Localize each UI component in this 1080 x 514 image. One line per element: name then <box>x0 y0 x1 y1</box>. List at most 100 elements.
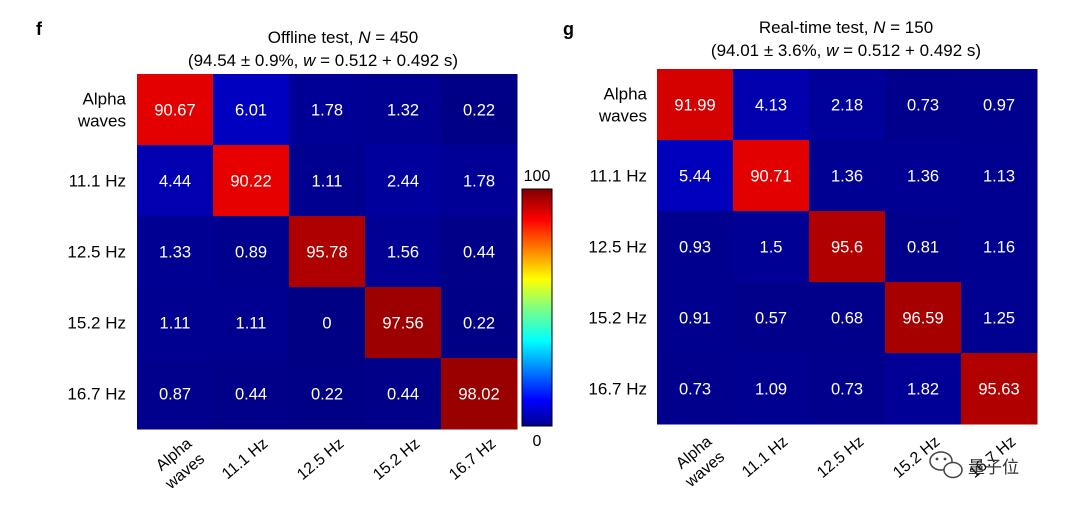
heatmap-cell <box>657 140 734 212</box>
heatmap-cell <box>365 216 442 288</box>
colorbar-gradient <box>521 188 553 427</box>
row-labels: Alpha waves 11.1 Hz 12.5 Hz 15.2 Hz 16.7 Hz <box>67 90 126 404</box>
heatmap-cell <box>213 216 290 288</box>
watermark: 量子位 <box>929 451 1019 479</box>
heatmap-cell <box>961 211 1038 283</box>
cell-value-label: 90.67 <box>154 102 195 120</box>
cell-value-label: 95.6 <box>831 239 863 257</box>
cell-value-label: 0.22 <box>311 386 343 404</box>
chart-title: Real-time test, N = 150 <box>759 18 933 37</box>
heatmap-cell <box>657 353 734 425</box>
cell-value-label: 90.22 <box>230 173 271 191</box>
cell-value-label: 1.11 <box>312 173 343 191</box>
column-label: 15.2 Hz <box>890 433 943 481</box>
cell-value-label: 4.13 <box>755 97 787 115</box>
cell-value-label: 95.78 <box>306 244 347 262</box>
panel-f: f Offline test, N = 450 (94.54 ± 0.9%, w… <box>36 19 518 493</box>
column-label: 11.1 Hz <box>739 433 791 481</box>
row-label: 15.2 Hz <box>67 314 126 333</box>
heatmap-cell <box>733 353 810 425</box>
heatmap-cell <box>441 216 518 288</box>
cell-value-label: 2.18 <box>831 97 863 115</box>
row-label: 11.1 Hz <box>69 172 126 191</box>
row-label: Alpha waves <box>598 85 648 126</box>
cell-value-label: 0.73 <box>907 97 939 115</box>
cell-value-label: 0.68 <box>831 310 863 328</box>
heatmap-cell <box>137 74 214 146</box>
heatmap-cell <box>657 282 734 354</box>
heatmap-cell <box>365 145 442 217</box>
cell-value-label: 0.89 <box>235 244 267 262</box>
heatmap-cell <box>733 211 810 283</box>
cell-value-label: 98.02 <box>458 386 499 404</box>
heatmap-cell <box>365 358 442 430</box>
cell-value-label: 0.93 <box>679 239 711 257</box>
cell-value-label: 1.56 <box>387 244 419 262</box>
heatmap-cell <box>885 282 962 354</box>
column-label: 16.7 Hz <box>446 435 499 483</box>
row-label: Alpha waves <box>77 90 127 131</box>
cell-value-label: 1.09 <box>755 381 787 399</box>
cell-value-label: 2.44 <box>387 173 419 191</box>
heatmap-cell <box>365 287 442 359</box>
cell-value-label: 1.78 <box>463 173 495 191</box>
cell-value-label: 1.25 <box>983 310 1015 328</box>
cell-value-label: 1.82 <box>907 381 939 399</box>
heatmap-cell <box>365 74 442 146</box>
row-label: 15.2 Hz <box>588 309 647 328</box>
heatmap-cell <box>885 140 962 212</box>
heatmap-cell <box>213 74 290 146</box>
heatmap-cell <box>289 287 366 359</box>
column-label: 12.5 Hz <box>294 435 347 483</box>
heatmap-cell <box>809 140 886 212</box>
panel-letter: g <box>563 19 574 39</box>
heatmap-cell <box>961 140 1038 212</box>
cell-value-label: 1.32 <box>387 102 419 120</box>
row-label: 16.7 Hz <box>67 385 126 404</box>
heatmap-cell <box>657 69 734 141</box>
cell-value-label: 1.11 <box>160 315 191 333</box>
heatmap-cell <box>213 358 290 430</box>
colorbar-min-label: 0 <box>533 433 542 450</box>
heatmap-cell <box>657 211 734 283</box>
cell-value-label: 0.22 <box>463 102 495 120</box>
cell-value-label: 1.11 <box>236 315 267 333</box>
cell-value-label: 0.73 <box>831 381 863 399</box>
cell-value-label: 0.91 <box>679 310 711 328</box>
heatmap-cell <box>289 216 366 288</box>
column-labels: Alphawaves 11.1 Hz 12.5 Hz 15.2 Hz 16.7 Hz <box>673 433 1019 491</box>
cell-value-label: 1.5 <box>760 239 783 257</box>
heatmap-cell <box>441 358 518 430</box>
panel-letter: f <box>36 19 43 39</box>
heatmap-cell <box>961 69 1038 141</box>
row-label: 16.7 Hz <box>588 380 647 399</box>
chart-subtitle: (94.54 ± 0.9%, w = 0.512 + 0.492 s) <box>188 51 458 70</box>
cell-value-label: 1.36 <box>831 168 863 186</box>
heatmap-cell <box>213 287 290 359</box>
cell-value-label: 0.44 <box>387 386 419 404</box>
heatmap-cell <box>213 145 290 217</box>
heatmap-cell <box>885 211 962 283</box>
heatmap-cell <box>809 211 886 283</box>
row-labels: Alpha waves 11.1 Hz 12.5 Hz 15.2 Hz 16.7 Hz <box>588 85 647 399</box>
column-label: Alphawaves <box>149 435 208 493</box>
heatmap-cell <box>961 282 1038 354</box>
cell-value-label: 0.97 <box>983 97 1015 115</box>
heatmap-cell <box>441 74 518 146</box>
cell-value-label: 0.73 <box>679 381 711 399</box>
cell-value-label: 0.44 <box>235 386 267 404</box>
heatmap-cell <box>137 287 214 359</box>
heatmap-cell <box>441 287 518 359</box>
row-label: 12.5 Hz <box>67 243 126 262</box>
heatmap-cell <box>885 353 962 425</box>
row-label: 11.1 Hz <box>590 167 647 186</box>
cell-value-label: 1.13 <box>983 168 1015 186</box>
heatmap-cell <box>809 282 886 354</box>
watermark-text: 量子位 <box>968 458 1019 478</box>
column-labels: Alphawaves 11.1 Hz 12.5 Hz 15.2 Hz 16.7 Hz <box>149 435 499 493</box>
heatmap-cells: 90.67 6.01 1.78 1.32 0.22 4.44 90.22 1.11 2.44 1.… <box>137 74 518 430</box>
heatmap-cell <box>137 216 214 288</box>
heatmap-cell <box>733 282 810 354</box>
colorbar: 100 0 <box>521 168 553 450</box>
